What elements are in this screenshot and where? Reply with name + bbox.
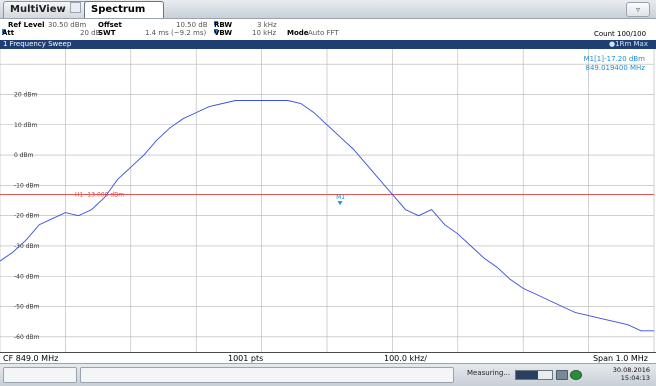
status-ok-icon[interactable] [570, 370, 582, 380]
status-message-field[interactable] [80, 367, 454, 383]
trace-mode-label: ●1Rm Max [609, 40, 648, 48]
att-indicator-icon [2, 29, 6, 33]
y-tick-label: 20 dBm [14, 91, 37, 98]
measurement-progress-bar [515, 370, 553, 380]
y-tick-label: -60 dBm [14, 334, 40, 341]
swt-value: 1.4 ms (~9.2 ms) [145, 29, 207, 37]
frequency-per-division: 100.0 kHz/ [384, 354, 427, 363]
x-axis-footer: CF 849.0 MHz 1001 pts 100.0 kHz/ Span 1.… [0, 352, 656, 364]
y-tick-label: -10 dBm [14, 182, 40, 189]
tab-spectrum-label: Spectrum [91, 4, 146, 15]
tab-bar: MultiView Spectrum ▿ [0, 0, 656, 19]
y-tick-label: 0 dBm [14, 152, 34, 159]
marker-m1-label: M1 [336, 194, 345, 201]
status-bar: Measuring... 30.08.2016 15:04:13 [0, 363, 656, 386]
vbw-indicator-icon [214, 29, 218, 33]
tab-spectrum[interactable]: Spectrum [84, 1, 164, 18]
tab-multiview-label: MultiView [10, 4, 66, 15]
marker-level: -17.20 dBm [604, 55, 645, 63]
rbw-indicator-icon [214, 21, 218, 25]
y-tick-label: -30 dBm [14, 243, 40, 250]
multiview-grid-icon [69, 2, 81, 13]
progress-fill [516, 371, 538, 379]
mode-label: Mode [287, 29, 309, 37]
marker-frequency: 849.019400 MHz [585, 64, 645, 72]
sweep-title-text: 1 Frequency Sweep [3, 40, 72, 48]
offset-label: Offset [98, 21, 122, 29]
sweep-points: 1001 pts [228, 354, 264, 363]
trace-1-line [0, 100, 654, 332]
y-tick-label: 10 dBm [14, 122, 37, 129]
measurement-settings[interactable]: Ref Level 30.50 dBm Offset 10.50 dB RBW … [0, 19, 656, 40]
center-frequency: CF 849.0 MHz [3, 354, 59, 363]
att-value: 20 dB [80, 29, 101, 37]
status-date: 30.08.2016 [612, 366, 650, 374]
swt-label: SWT [98, 29, 116, 37]
sweep-count: Count 100/100 [594, 30, 647, 38]
measuring-status: Measuring... [467, 369, 511, 377]
y-tick-label: -50 dBm [14, 304, 40, 311]
network-icon[interactable] [556, 370, 568, 380]
date-time: 30.08.2016 15:04:13 [613, 366, 650, 382]
tab-multiview[interactable]: MultiView [3, 1, 89, 18]
chevron-down-icon: ▿ [635, 5, 640, 14]
spectrum-plot[interactable]: 20 dBm 10 dBm 0 dBm -10 dBm -20 dBm -30 dBm -4… [0, 49, 656, 352]
collapse-button[interactable]: ▿ [626, 2, 650, 17]
marker-label: M1[1] [584, 55, 605, 63]
y-tick-label: -40 dBm [14, 273, 40, 280]
marker-m1-icon[interactable] [337, 201, 343, 206]
spectrum-chart[interactable]: 20 dBm 10 dBm 0 dBm -10 dBm -20 dBm -30 dBm -4… [0, 49, 656, 352]
ref-level-value: 30.50 dBm [48, 21, 87, 29]
status-field-left[interactable] [3, 367, 77, 383]
ref-level-label: Ref Level [8, 21, 45, 29]
sweep-window-title[interactable]: 1 Frequency Sweep ●1Rm Max [0, 40, 656, 49]
threshold-label: H1 -13.000 dBm [75, 191, 124, 198]
frequency-span: Span 1.0 MHz [592, 354, 648, 363]
vbw-value: 10 kHz [252, 29, 277, 37]
offset-value: 10.50 dB [176, 21, 208, 29]
rbw-value: 3 kHz [257, 21, 277, 29]
status-time: 15:04:13 [620, 374, 650, 382]
mode-value: Auto FFT [308, 29, 339, 37]
y-tick-label: -20 dBm [14, 213, 40, 220]
